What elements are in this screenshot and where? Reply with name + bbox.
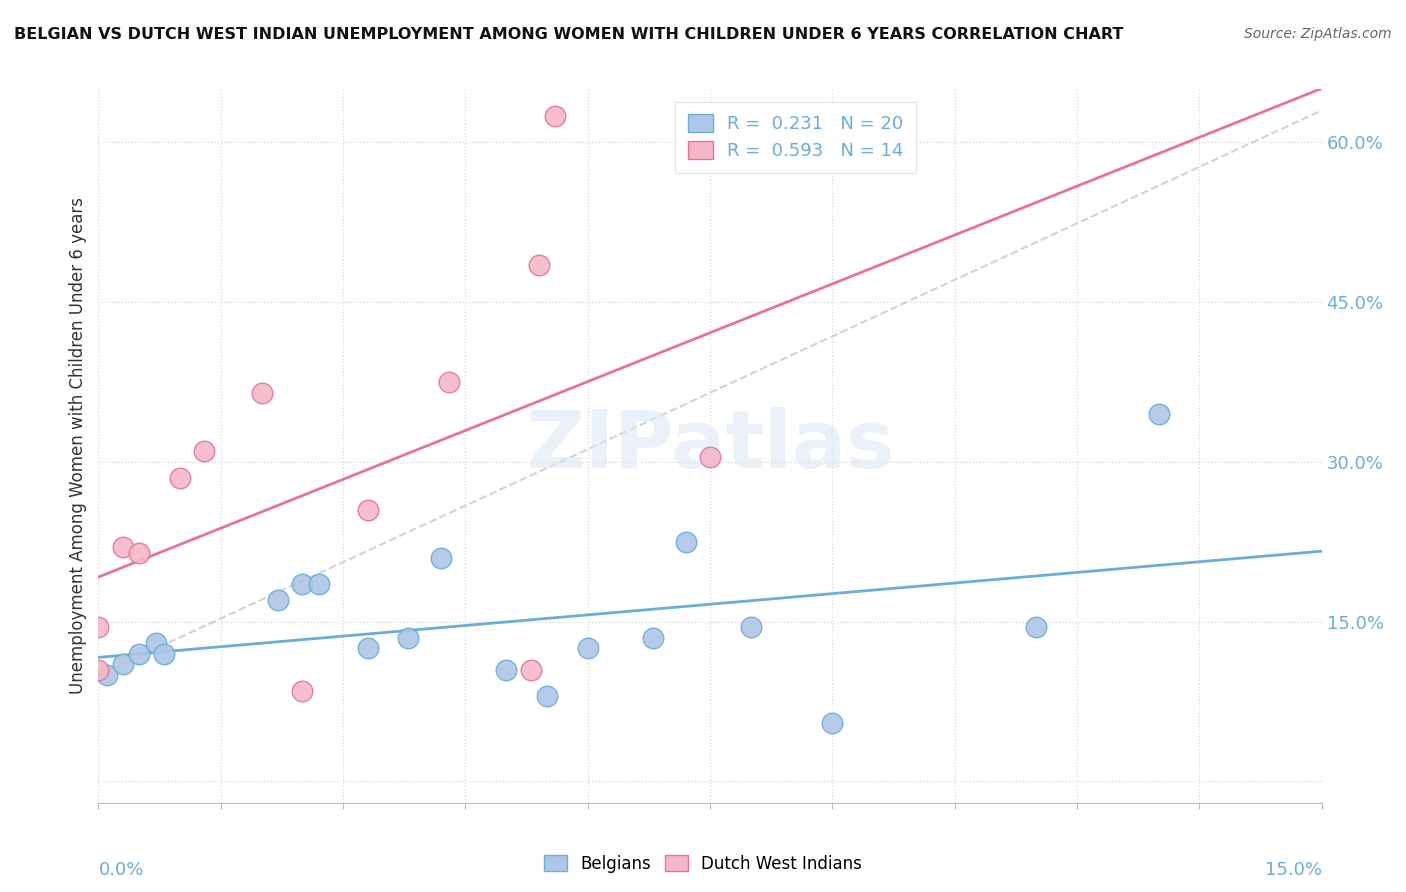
- Point: [291, 577, 314, 591]
- Point: [576, 641, 599, 656]
- Point: [544, 109, 567, 123]
- Point: [1025, 620, 1047, 634]
- Point: [1147, 407, 1170, 421]
- Legend: Belgians, Dutch West Indians: Belgians, Dutch West Indians: [537, 848, 869, 880]
- Point: [641, 631, 664, 645]
- Point: [250, 385, 273, 400]
- Point: [519, 663, 541, 677]
- Text: 15.0%: 15.0%: [1264, 862, 1322, 880]
- Y-axis label: Unemployment Among Women with Children Under 6 years: Unemployment Among Women with Children U…: [69, 197, 87, 695]
- Point: [536, 690, 558, 704]
- Point: [495, 663, 517, 677]
- Point: [152, 647, 174, 661]
- Text: BELGIAN VS DUTCH WEST INDIAN UNEMPLOYMENT AMONG WOMEN WITH CHILDREN UNDER 6 YEAR: BELGIAN VS DUTCH WEST INDIAN UNEMPLOYMEN…: [14, 27, 1123, 42]
- Point: [111, 657, 134, 672]
- Point: [128, 545, 150, 559]
- Point: [267, 593, 290, 607]
- Point: [291, 684, 314, 698]
- Point: [356, 503, 378, 517]
- Text: Source: ZipAtlas.com: Source: ZipAtlas.com: [1244, 27, 1392, 41]
- Text: 0.0%: 0.0%: [98, 862, 143, 880]
- Point: [169, 471, 191, 485]
- Text: ZIPatlas: ZIPatlas: [526, 407, 894, 485]
- Point: [699, 450, 721, 464]
- Point: [87, 620, 110, 634]
- Point: [308, 577, 330, 591]
- Point: [128, 647, 150, 661]
- Point: [87, 663, 110, 677]
- Point: [740, 620, 762, 634]
- Point: [675, 534, 697, 549]
- Point: [437, 375, 460, 389]
- Point: [527, 258, 550, 272]
- Point: [430, 550, 453, 565]
- Point: [821, 715, 844, 730]
- Point: [396, 631, 419, 645]
- Point: [356, 641, 378, 656]
- Point: [111, 540, 134, 554]
- Point: [145, 636, 167, 650]
- Point: [193, 444, 215, 458]
- Point: [96, 668, 118, 682]
- Legend: R =  0.231   N = 20, R =  0.593   N = 14: R = 0.231 N = 20, R = 0.593 N = 14: [675, 102, 917, 173]
